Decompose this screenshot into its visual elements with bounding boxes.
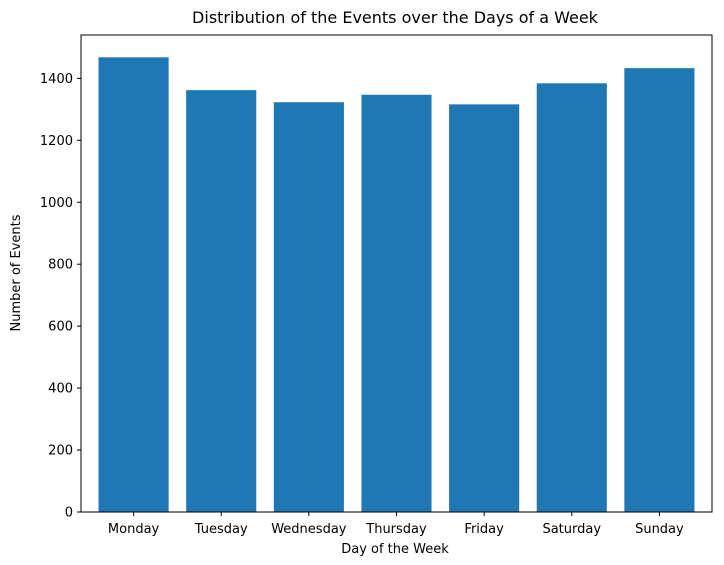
x-tick-label: Sunday bbox=[635, 522, 684, 537]
y-axis-label: Number of Events bbox=[9, 214, 24, 331]
bar-monday bbox=[98, 57, 169, 513]
y-tick-label: 1400 bbox=[40, 72, 73, 87]
chart-title: Distribution of the Events over the Days… bbox=[192, 8, 599, 27]
y-tick-label: 600 bbox=[48, 320, 73, 335]
x-axis-ticks: Monday Tuesday Wednesday Thursday Friday Satu… bbox=[108, 512, 684, 537]
x-tick-label: Thursday bbox=[365, 522, 427, 537]
bar-thursday bbox=[361, 94, 432, 512]
y-axis-ticks: 0 200 400 600 800 1000 1200 1400 bbox=[40, 72, 81, 521]
y-tick-label: 400 bbox=[48, 382, 73, 397]
plot-frame bbox=[80, 34, 713, 513]
bar-wednesday bbox=[273, 102, 344, 513]
bar-sunday bbox=[624, 68, 695, 512]
x-tick-label: Saturday bbox=[542, 522, 601, 537]
y-tick-label: 1000 bbox=[40, 196, 73, 211]
x-tick-label: Wednesday bbox=[271, 522, 347, 537]
bar-saturday bbox=[536, 83, 607, 512]
x-tick-label: Monday bbox=[108, 522, 160, 537]
x-tick-label: Friday bbox=[464, 522, 504, 537]
x-axis-label: Day of the Week bbox=[341, 542, 449, 557]
x-tick-label: Tuesday bbox=[194, 522, 248, 537]
bar-tuesday bbox=[186, 90, 257, 512]
bar-friday bbox=[449, 104, 520, 512]
y-tick-label: 800 bbox=[48, 258, 73, 273]
y-tick-label: 1200 bbox=[40, 134, 73, 149]
bars-group bbox=[98, 57, 695, 513]
y-tick-label: 200 bbox=[48, 444, 73, 459]
y-tick-label: 0 bbox=[65, 506, 73, 521]
